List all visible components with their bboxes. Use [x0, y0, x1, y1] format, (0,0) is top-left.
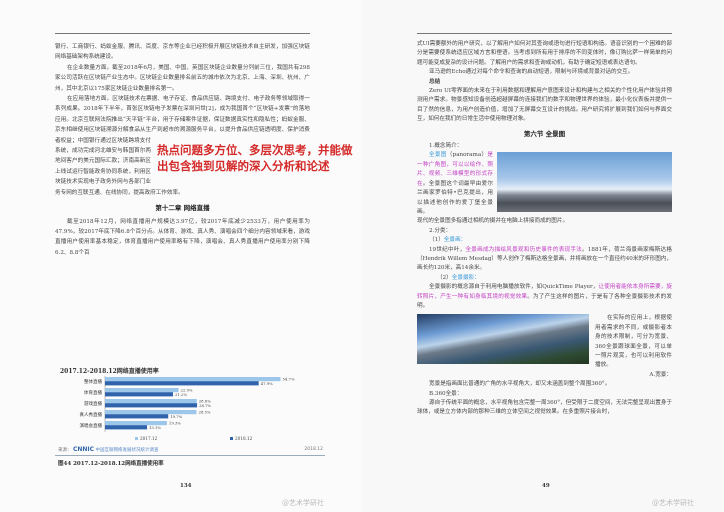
paragraph: 截至2018年12月，网络直播用户规模达3.97亿，较2017年底减少2533万… [55, 218, 310, 256]
left-body: 热点问题多方位、多层次思考，并能做 出包含独到见解的深入分析和论述 银行、工商银… [55, 42, 355, 258]
subheading: 2.分类： [429, 227, 452, 234]
paragraph: Zero UI零界面的未来在于利用数据和理解用户意图来设计和构建与之相关的个性化… [417, 88, 672, 123]
bar [105, 414, 169, 419]
data-label: 21.2% [175, 392, 187, 397]
mountain-lake-image [417, 314, 589, 365]
watermark: @艺术学研社 [652, 499, 694, 507]
term-en: （panorama） [446, 152, 488, 159]
data-label: 19.3% [169, 421, 181, 426]
subheading: 1.概念简介： [429, 143, 463, 150]
chapter-title: 第十二章 网络直播 [155, 204, 210, 213]
term: 全景图 [429, 152, 447, 159]
text: 。全景图这个词最早由爱尔兰画家罗伯特•巴克提出，用以描述他创作的爱丁堡全景画。 [417, 180, 493, 215]
source-rule [55, 455, 325, 456]
overlay-line: 出包含独到见解的深入分析和论述 [157, 159, 330, 173]
legend-label: 2018.12 [235, 436, 253, 441]
watermark: @艺术学研社 [282, 499, 324, 507]
page-number: 49 [542, 483, 550, 489]
bar [105, 388, 179, 393]
subheading: A.宽景： [649, 371, 672, 378]
data-label: 13.1% [149, 425, 161, 430]
right-page: 式UI需要额外的用户研究，以了解用户如何对其查询或语句进行短语和构造。语音识别的… [362, 0, 724, 512]
category-label: 体育直播 [84, 389, 102, 396]
bar [105, 421, 167, 426]
left-page: 热点问题多方位、多层次思考，并能做 出包含独到见解的深入分析和论述 银行、工商银… [55, 33, 355, 507]
chart-source: 来源： CNNIC 中国互联网络发展状况统计调查 2018.12 [58, 447, 323, 454]
paragraph: 在实际的应用上，根据使用者需求的不同，或摄影者本身的技术限制，可分为宽景、360… [595, 315, 672, 369]
legend-label: 2017.12 [140, 436, 158, 441]
paragraph: 在企业数量方面，截至2018年6月，美国、中国、英国区块链企业数量分列前三位，我… [55, 64, 310, 92]
subheading: B.360全景： [429, 390, 463, 397]
cityscape-panorama-image [497, 152, 672, 213]
data-label: 47.9% [261, 381, 273, 386]
cnnic-logo: CNNIC [72, 446, 95, 453]
bar [105, 425, 148, 430]
data-label: 28.6% [199, 399, 211, 404]
paragraph: 源自于传统平面的概念，水平视角包含完整一周360°，但受限于二度空间，无法完整呈… [417, 400, 672, 416]
data-label: 28.7% [199, 403, 211, 408]
section-title: 第六节 全景图 [523, 129, 566, 138]
header-rule [55, 33, 310, 34]
bar [105, 410, 197, 415]
paragraph: 银行、工商银行、蚂蚁金服、腾讯、百度、京东等企业已经积极开展区块链技术自主研发，… [55, 44, 310, 61]
highlight: 让使用者能依本身所需要，旋转照片，产生一种有如身临其境的视觉效果 [417, 284, 672, 300]
highlight: 是一种广角图，可以以绘作、照片、视频、三维模型的形式存在 [417, 152, 493, 187]
paragraph: 宽景是指画面比普通的广角的水平视角大，却又未涵盖到整个周围360°。 [429, 381, 611, 388]
data-label: 22.9% [180, 388, 192, 393]
subheading: 全景摄影： [451, 274, 480, 281]
source-org: 中国互联网络发展状况统计调查 [95, 448, 159, 453]
text: 。为了产生这样的图片，于是有了各种全景摄影技术的发明。 [417, 293, 672, 309]
num: （1） [429, 237, 444, 244]
overlay-callout: 热点问题多方位、多层次思考，并能做 出包含独到见解的深入分析和论述 [155, 140, 355, 176]
right-body: 式UI需要额外的用户研究，以了解用户如何对其查询或语句进行短语和构造。语音识别的… [417, 40, 672, 418]
bar [105, 381, 259, 386]
chart-title: 2017.12-2018.12网络直播使用率 [60, 368, 159, 375]
bar [105, 403, 198, 408]
header-rule [417, 33, 672, 34]
highlight: 全景画成为描绘风景观和历史事件的表现手法 [465, 246, 582, 253]
text: 。1881年，荷兰海景画家梅斯达格（Hendrik Willem Mesdag）… [417, 246, 672, 272]
paragraph: 亚马逊的Echo通过对每个命令和查询的启动短语，限制与环境或背景对话的交互。 [429, 69, 634, 76]
bar [105, 377, 281, 382]
data-label: 28.5% [198, 410, 210, 415]
summary-title: 总结 [429, 78, 441, 85]
source-date: 2018.12 [304, 447, 323, 452]
category-label: 演唱会直播 [80, 422, 103, 429]
legend-swatch [230, 437, 233, 440]
overlay-line: 热点问题多方位、多层次思考，并能做 [157, 143, 353, 157]
text: 19世纪中叶， [429, 246, 466, 253]
paragraph: 现代的全景图多指通过相机的摄并在电脑上拼接而成的图片。 [417, 218, 569, 225]
bar [105, 399, 197, 404]
figure-caption: 图44 2017.12-2018.12网络直播使用率 [58, 461, 164, 467]
bar [105, 392, 174, 397]
source-label: 来源： [58, 448, 72, 453]
paragraph: 在应用落地方面，区块链技术在票据、电子存证、食品供应链、跨境支付、电子政务等领域… [55, 96, 310, 196]
num: （2） [437, 274, 452, 281]
bar-chart: 整体直播54.7%47.9%体育直播22.9%21.2%游戏直播28.6%28.… [80, 376, 295, 441]
data-label: 19.7% [170, 414, 182, 419]
paragraph: 式UI需要额外的用户研究，以了解用户如何对其查询或语句进行短语和构造。语音识别的… [417, 41, 672, 66]
legend-swatch [135, 437, 138, 440]
category-label: 真人秀直播 [80, 411, 103, 418]
category-label: 整体直播 [84, 378, 102, 385]
page-number: 134 [180, 483, 192, 489]
text: 全景摄影的概念源自于利用电脑播放软件，如QuickTime Player， [429, 284, 599, 291]
subheading: 全景画： [443, 237, 467, 244]
data-label: 54.7% [282, 377, 294, 382]
category-label: 游戏直播 [84, 400, 102, 407]
